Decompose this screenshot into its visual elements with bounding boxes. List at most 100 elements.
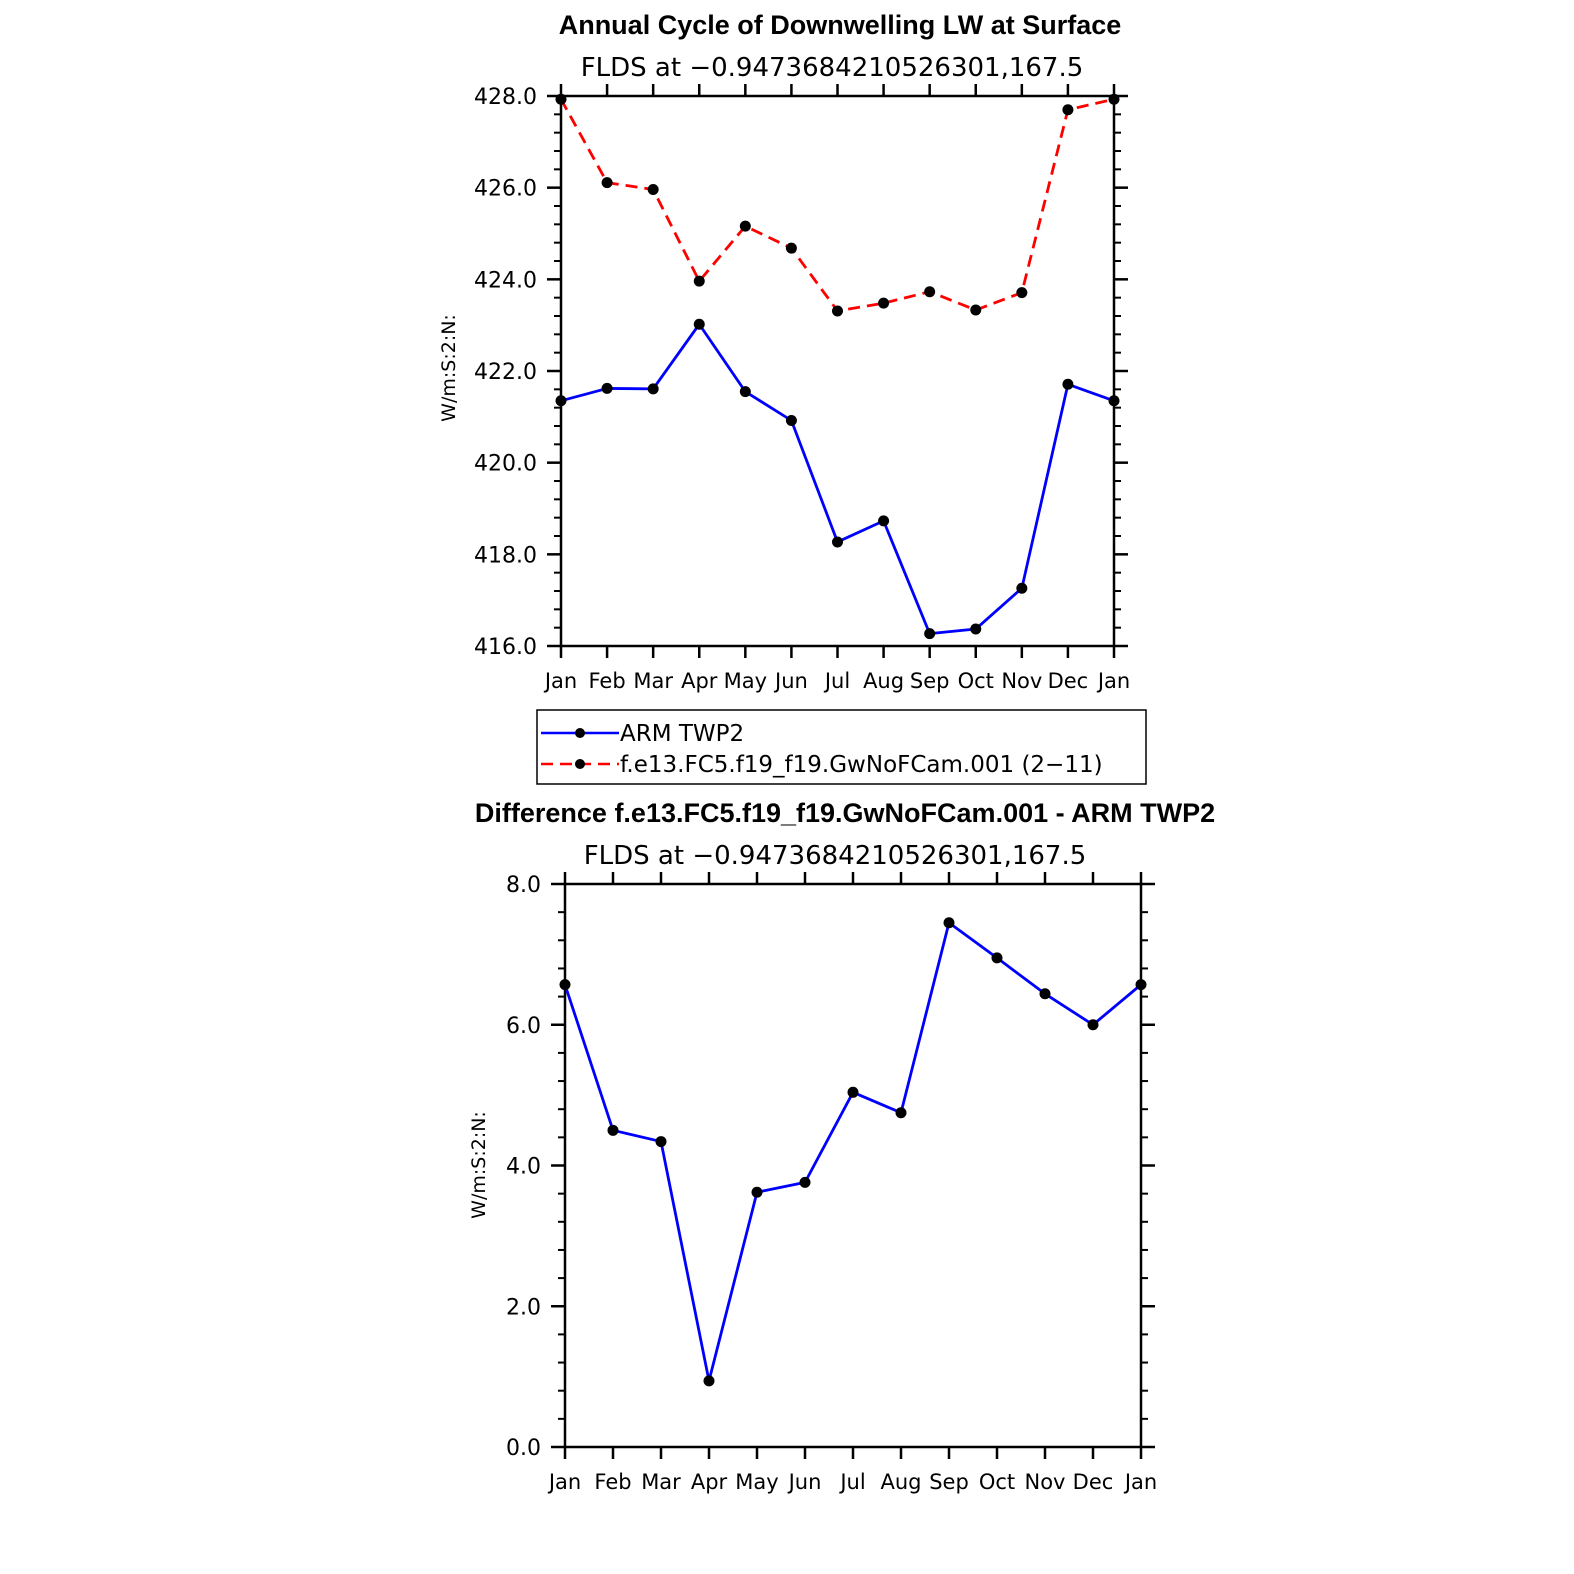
- legend-marker-arm: [575, 728, 585, 738]
- series-line-0: [563, 921, 1142, 1383]
- x-tick-label: May: [735, 1470, 778, 1494]
- data-point: [555, 395, 567, 407]
- x-tick-label: Aug: [863, 669, 904, 693]
- x-tick-label: Jan: [547, 1470, 581, 1494]
- data-point: [799, 1176, 811, 1188]
- data-point: [607, 1124, 619, 1136]
- y-tick-label: 416.0: [474, 635, 537, 660]
- x-tick-label: Apr: [681, 669, 718, 693]
- data-point: [924, 628, 936, 640]
- y-axis-label: W/m:S:2:N:: [468, 1111, 490, 1219]
- data-point: [1016, 287, 1028, 299]
- y-tick-label: 6.0: [506, 1014, 541, 1039]
- y-axis-label: W/m:S:2:N:: [438, 314, 460, 422]
- data-point: [878, 515, 890, 527]
- data-point: [1062, 378, 1074, 390]
- data-point: [1062, 104, 1074, 116]
- y-tick-label: 0.0: [506, 1436, 541, 1461]
- data-point: [878, 297, 890, 309]
- series-lines: [559, 97, 1115, 636]
- x-tick-label: Sep: [910, 669, 950, 693]
- data-point: [693, 318, 705, 330]
- x-tick-label: Mar: [641, 1470, 681, 1494]
- axis-ticks: [551, 872, 1155, 1459]
- data-point: [1108, 93, 1120, 105]
- y-tick-labels: 0.0 2.0 4.0 6.0 8.0: [506, 873, 541, 1461]
- data-point: [601, 177, 613, 189]
- data-point: [1087, 1019, 1099, 1031]
- series-lines: [563, 921, 1142, 1383]
- data-point: [647, 184, 659, 195]
- data-point: [555, 93, 567, 105]
- data-point: [970, 623, 982, 635]
- chart-subtitle: FLDS at −0.9473684210526301,167.5: [581, 53, 1084, 83]
- data-point: [970, 304, 982, 316]
- x-tick-label: Apr: [691, 1470, 728, 1494]
- chart-subtitle: FLDS at −0.9473684210526301,167.5: [584, 841, 1087, 871]
- x-tick-label: Jan: [1123, 1470, 1157, 1494]
- data-point: [785, 415, 797, 426]
- x-tick-label: Jun: [773, 669, 808, 693]
- x-tick-label: May: [724, 669, 767, 693]
- series-markers: [559, 917, 1147, 1387]
- x-tick-label: Jan: [543, 669, 577, 693]
- y-tick-label: 2.0: [506, 1295, 541, 1320]
- data-point: [847, 1086, 859, 1098]
- y-tick-label: 418.0: [474, 543, 537, 568]
- x-tick-label: Feb: [594, 1470, 631, 1494]
- legend-label-model: f.e13.FC5.f19_f19.GwNoFCam.001 (2−11): [620, 752, 1103, 778]
- data-point: [1108, 395, 1120, 407]
- data-point: [601, 382, 613, 394]
- x-tick-label: Oct: [979, 1470, 1015, 1494]
- y-tick-label: 424.0: [474, 268, 537, 293]
- data-point: [739, 220, 751, 232]
- data-point: [991, 952, 1003, 964]
- x-tick-label: Oct: [958, 669, 994, 693]
- chart-title: Annual Cycle of Downwelling LW at Surfac…: [559, 10, 1122, 40]
- x-tick-label: Aug: [880, 1470, 921, 1494]
- data-point: [832, 305, 843, 317]
- data-point: [943, 917, 955, 929]
- series-line-1: [559, 97, 1115, 313]
- y-tick-labels: 416.0 418.0 420.0 422.0 424.0 426.0 428.0: [474, 85, 537, 660]
- x-tick-label: Nov: [1001, 669, 1042, 693]
- x-tick-label: Nov: [1025, 1470, 1066, 1494]
- plot-frame: [559, 94, 1116, 648]
- data-point: [655, 1136, 667, 1148]
- plot-frame: [563, 882, 1143, 1449]
- annual-cycle-chart: Annual Cycle of Downwelling LW at Surfac…: [438, 10, 1130, 693]
- x-tick-label: Feb: [588, 669, 625, 693]
- data-point: [785, 242, 797, 254]
- data-point: [924, 286, 936, 298]
- y-tick-label: 428.0: [474, 85, 537, 110]
- x-tick-label: Jan: [1096, 669, 1130, 693]
- data-point: [703, 1375, 715, 1387]
- series-line-0: [560, 322, 1115, 636]
- data-point: [751, 1186, 763, 1198]
- y-tick-label: 422.0: [474, 360, 537, 385]
- x-tick-label: Jun: [787, 1470, 822, 1494]
- legend-label-arm: ARM TWP2: [620, 721, 744, 747]
- legend-marker-model: [575, 759, 585, 769]
- series-markers: [555, 93, 1120, 640]
- legend-frame: [536, 709, 1147, 785]
- y-tick-label: 426.0: [474, 177, 537, 202]
- difference-chart: Difference f.e13.FC5.f19_f19.GwNoFCam.00…: [468, 798, 1215, 1494]
- data-point: [1016, 582, 1028, 594]
- x-tick-label: Sep: [929, 1470, 969, 1494]
- data-point: [693, 275, 705, 287]
- x-tick-labels: Jan Feb Mar Apr May Jun Jul Aug Sep Oct Nov Dec Jan: [543, 669, 1130, 693]
- data-point: [559, 979, 571, 991]
- data-point: [895, 1107, 907, 1119]
- y-tick-label: 420.0: [474, 452, 537, 477]
- y-tick-label: 4.0: [506, 1155, 541, 1180]
- data-point: [647, 383, 659, 395]
- x-tick-label: Dec: [1048, 669, 1089, 693]
- x-tick-label: Mar: [633, 669, 673, 693]
- x-tick-label: Jul: [838, 1470, 865, 1494]
- x-tick-label: Dec: [1073, 1470, 1114, 1494]
- chart-title: Difference f.e13.FC5.f19_f19.GwNoFCam.00…: [475, 798, 1215, 828]
- data-point: [1039, 988, 1051, 1000]
- data-point: [1135, 979, 1147, 991]
